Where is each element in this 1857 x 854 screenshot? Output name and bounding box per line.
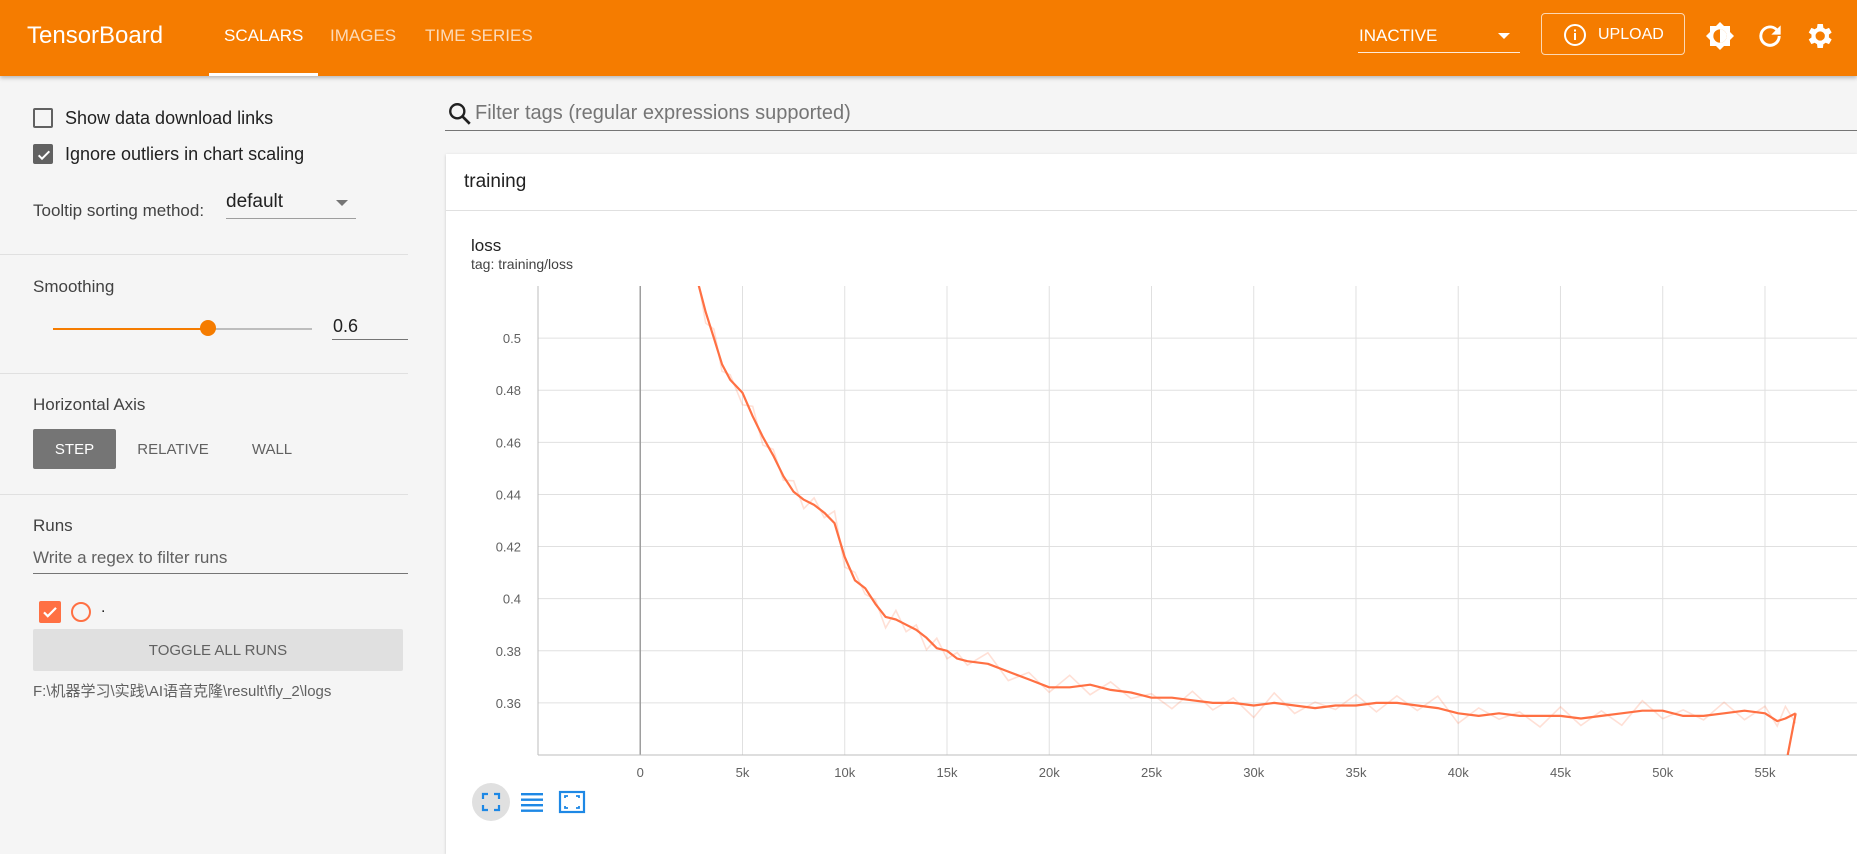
axis-wall-label: WALL <box>251 441 293 458</box>
y-tick-label: 0.42 <box>496 540 521 555</box>
search-icon <box>449 103 471 125</box>
smoothing-input[interactable]: 0.6 <box>332 308 408 340</box>
fullscreen-icon <box>481 792 501 812</box>
chevron-down-icon <box>1498 33 1510 39</box>
x-tick-label: 50k <box>1652 765 1673 780</box>
chart-title: loss <box>471 236 502 255</box>
y-tick-label: 0.4 <box>503 592 521 607</box>
tag-group-card: training loss tag: training/loss 0.36 0.3… <box>446 154 1857 854</box>
fit-domain-button[interactable] <box>472 783 510 821</box>
check-icon <box>37 150 51 161</box>
smoothing-slider-track[interactable] <box>53 328 312 330</box>
y-tick-label: 0.36 <box>496 696 521 711</box>
axis-wall-button[interactable]: WALL <box>231 429 313 469</box>
chevron-down-icon <box>336 200 348 206</box>
zoom-frame-icon <box>558 790 586 814</box>
divider <box>0 373 408 374</box>
gear-icon[interactable] <box>1803 20 1835 52</box>
expand-chart-button[interactable] <box>553 783 591 821</box>
y-tick-label: 0.38 <box>496 644 521 659</box>
log-directory: F:\机器学习\实践\AI语音克隆\result\fly_2\logs <box>33 683 332 700</box>
smoothing-slider-thumb[interactable] <box>200 320 217 336</box>
x-tick-label: 10k <box>834 765 855 780</box>
brightness-icon[interactable] <box>1704 20 1736 52</box>
toggle-all-runs-button[interactable]: TOGGLE ALL RUNS <box>33 629 403 671</box>
run-checkbox[interactable] <box>39 601 61 623</box>
axis-relative-button[interactable]: RELATIVE <box>125 429 221 469</box>
x-tick-label: 20k <box>1039 765 1060 780</box>
axis-relative-label: RELATIVE <box>137 441 209 458</box>
chart-tag: tag: training/loss <box>471 256 573 272</box>
runs-filter-input[interactable]: Write a regex to filter runs <box>33 542 408 574</box>
tab-scalars[interactable]: SCALARS <box>208 26 319 76</box>
x-tick-label: 45k <box>1550 765 1571 780</box>
runs-label: Runs <box>33 516 73 535</box>
tab-images[interactable]: IMAGES <box>330 26 397 45</box>
check-icon <box>43 607 57 618</box>
tooltip-sort-label: Tooltip sorting method: <box>33 201 205 220</box>
smoothing-label: Smoothing <box>33 277 115 296</box>
y-tick-label: 0.48 <box>496 383 521 398</box>
loss-chart[interactable]: 0.36 0.38 0.4 0.42 0.44 0.46 0.48 0.5 0 5k 10k 15k 2… <box>446 154 1857 854</box>
show-download-checkbox[interactable] <box>33 108 53 128</box>
upload-button[interactable]: UPLOAD <box>1541 13 1685 55</box>
smoothed-series-line <box>697 286 1797 755</box>
horizontal-axis-label: Horizontal Axis <box>33 395 146 414</box>
refresh-icon[interactable] <box>1754 20 1786 52</box>
run-name: . <box>101 599 106 616</box>
toggle-log-scale-button[interactable] <box>513 783 551 821</box>
tooltip-sort-value: default <box>226 191 284 212</box>
x-tick-label: 5k <box>736 765 750 780</box>
x-tick-label: 25k <box>1141 765 1162 780</box>
tag-filter-input[interactable]: Filter tags (regular expressions support… <box>445 96 1857 131</box>
top-app-bar: TensorBoard SCALARS IMAGES TIME SERIES I… <box>0 0 1857 76</box>
run-status-value: INACTIVE <box>1359 26 1438 45</box>
x-tick-label: 0 <box>637 765 644 780</box>
brand-title: TensorBoard <box>27 22 164 49</box>
sidebar: Show data download links Ignore outliers… <box>0 76 408 854</box>
list-icon <box>521 793 543 812</box>
info-icon <box>1564 24 1586 46</box>
run-status-select[interactable]: INACTIVE <box>1358 22 1520 53</box>
y-tick-label: 0.46 <box>496 435 521 450</box>
x-tick-label: 15k <box>937 765 958 780</box>
x-tick-label: 30k <box>1243 765 1264 780</box>
show-download-label: Show data download links <box>65 108 274 128</box>
run-color-swatch[interactable] <box>71 602 91 622</box>
divider <box>446 210 1857 211</box>
x-tick-label: 35k <box>1346 765 1367 780</box>
x-tick-label: 55k <box>1754 765 1775 780</box>
tab-time-series[interactable]: TIME SERIES <box>425 26 533 45</box>
smoothing-slider-fill <box>53 328 209 330</box>
ignore-outliers-checkbox[interactable] <box>33 144 53 164</box>
tag-group-name[interactable]: training <box>464 171 527 192</box>
ignore-outliers-label: Ignore outliers in chart scaling <box>65 144 305 164</box>
x-tick-label: 40k <box>1448 765 1469 780</box>
divider <box>0 254 408 255</box>
toggle-all-runs-label: TOGGLE ALL RUNS <box>148 642 288 659</box>
divider <box>0 494 408 495</box>
raw-series-line <box>698 286 1797 728</box>
y-tick-label: 0.5 <box>503 331 521 346</box>
y-tick-label: 0.44 <box>496 487 521 502</box>
axis-step-button[interactable]: STEP <box>33 429 116 469</box>
tooltip-sort-select[interactable]: default <box>226 186 356 219</box>
tag-filter-placeholder: Filter tags (regular expressions support… <box>475 102 851 124</box>
upload-label: UPLOAD <box>1598 26 1664 43</box>
axis-step-label: STEP <box>54 441 95 458</box>
